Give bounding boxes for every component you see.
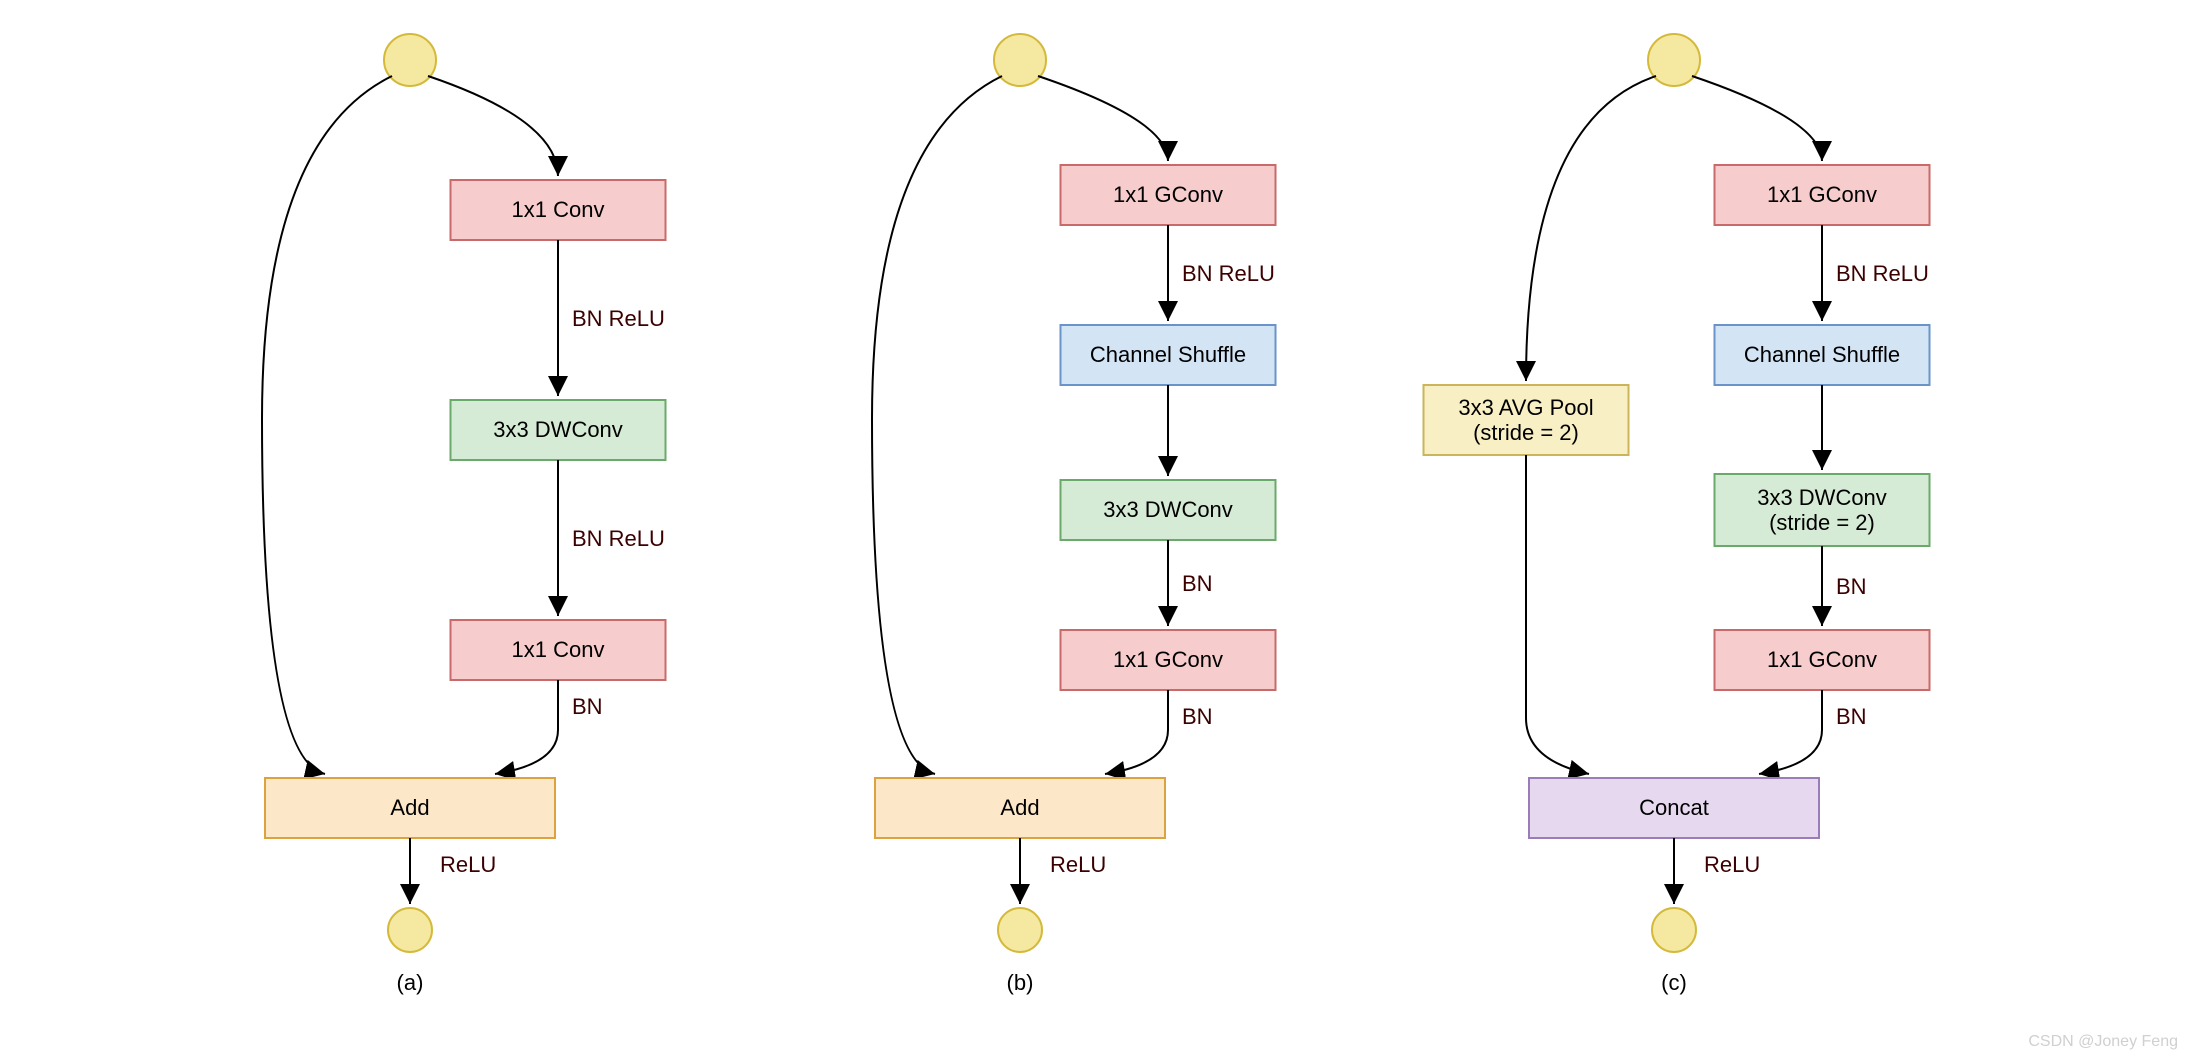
col-a-edge-label-1: BN ReLU <box>572 306 665 331</box>
col-c-skip-node: 3x3 AVG Pool(stride = 2) <box>1424 385 1629 455</box>
col-b-node-3: 3x3 DWConv <box>1061 480 1276 540</box>
col-a-merge-out-label: ReLU <box>440 852 496 877</box>
col-b-caption: (b) <box>1007 970 1034 995</box>
col-c-edge-label-3: BN <box>1836 574 1867 599</box>
col-c-edge-skip-merge <box>1526 455 1589 774</box>
col-b-merge-out-label: ReLU <box>1050 852 1106 877</box>
col-c-skip-node-label-2: (stride = 2) <box>1473 420 1579 445</box>
col-a-output-node <box>388 908 432 952</box>
col-c-merge-node-label: Concat <box>1639 795 1709 820</box>
col-b-edge-4 <box>1105 690 1168 774</box>
shufflenet-units-diagram: 1x1 Conv BN ReLU 3x3 DWConv BN ReLU 1x1 Conv… <box>0 0 2192 1060</box>
col-c-merge-out-label: ReLU <box>1704 852 1760 877</box>
col-a-edge-input-branch <box>428 76 558 176</box>
col-c-skip-node-label-1: 3x3 AVG Pool <box>1458 395 1593 420</box>
col-a-edge-label-2: BN ReLU <box>572 526 665 551</box>
col-c-edge-input-skip-top <box>1526 76 1656 381</box>
col-a-edge-skip <box>262 76 392 774</box>
col-b-edge-label-1: BN ReLU <box>1182 261 1275 286</box>
col-b-node-2-label: Channel Shuffle <box>1090 342 1246 367</box>
col-c-edge-input-branch <box>1692 76 1822 161</box>
col-a-node-3: 1x1 Conv <box>451 620 666 680</box>
col-b-merge-node: Add <box>875 778 1165 838</box>
col-c-node-3-label-1: 3x3 DWConv <box>1757 485 1887 510</box>
col-b-node-1: 1x1 GConv <box>1061 165 1276 225</box>
col-c-edge-4 <box>1759 690 1822 774</box>
col-a-input-node <box>384 34 436 86</box>
col-c-edge-label-1: BN ReLU <box>1836 261 1929 286</box>
col-c-output-node <box>1652 908 1696 952</box>
col-b-edge-label-4: BN <box>1182 704 1213 729</box>
col-b-node-4: 1x1 GConv <box>1061 630 1276 690</box>
col-a-edge-3 <box>495 680 558 774</box>
col-c-edge-label-4: BN <box>1836 704 1867 729</box>
col-c-merge-node: Concat <box>1529 778 1819 838</box>
col-c-input-node <box>1648 34 1700 86</box>
col-c-node-4-label: 1x1 GConv <box>1767 647 1877 672</box>
col-a-node-1: 1x1 Conv <box>451 180 666 240</box>
col-b-edge-skip <box>872 76 1002 774</box>
col-a-node-2: 3x3 DWConv <box>451 400 666 460</box>
col-b-node-2: Channel Shuffle <box>1061 325 1276 385</box>
col-b-node-1-label: 1x1 GConv <box>1113 182 1223 207</box>
col-a-edge-label-3: BN <box>572 694 603 719</box>
col-b-edge-input-branch <box>1038 76 1168 161</box>
col-c-node-2-label: Channel Shuffle <box>1744 342 1900 367</box>
col-c-node-3: 3x3 DWConv(stride = 2) <box>1715 474 1930 546</box>
col-c-node-1: 1x1 GConv <box>1715 165 1930 225</box>
col-c-node-3-label-2: (stride = 2) <box>1769 510 1875 535</box>
col-a-caption: (a) <box>397 970 424 995</box>
watermark: CSDN @Joney Feng <box>2028 1033 2178 1050</box>
col-b-node-3-label: 3x3 DWConv <box>1103 497 1233 522</box>
col-a-node-2-label: 3x3 DWConv <box>493 417 623 442</box>
col-a-node-1-label: 1x1 Conv <box>512 197 605 222</box>
col-c-node-2: Channel Shuffle <box>1715 325 1930 385</box>
col-b-node-4-label: 1x1 GConv <box>1113 647 1223 672</box>
col-a-merge-node-label: Add <box>390 795 429 820</box>
col-a-merge-node: Add <box>265 778 555 838</box>
col-a-node-3-label: 1x1 Conv <box>512 637 605 662</box>
col-b-edge-label-3: BN <box>1182 571 1213 596</box>
col-b-merge-node-label: Add <box>1000 795 1039 820</box>
col-b-output-node <box>998 908 1042 952</box>
col-b-input-node <box>994 34 1046 86</box>
col-c-caption: (c) <box>1661 970 1687 995</box>
col-c-node-4: 1x1 GConv <box>1715 630 1930 690</box>
col-c-node-1-label: 1x1 GConv <box>1767 182 1877 207</box>
